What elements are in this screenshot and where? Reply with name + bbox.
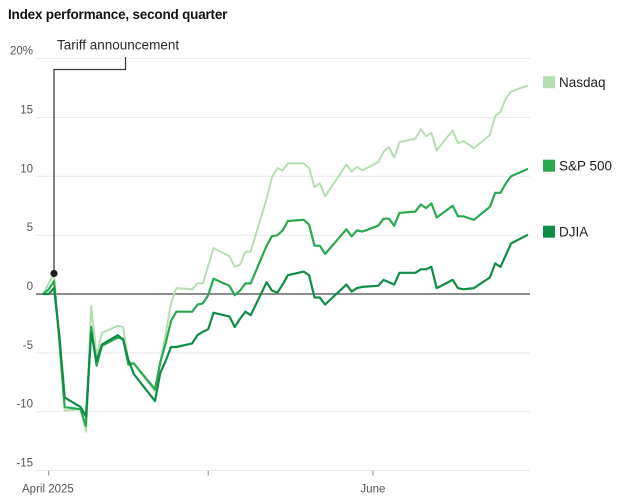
- y-tick-label: 10: [20, 163, 33, 175]
- y-tick-label: -15: [16, 458, 33, 470]
- x-tick-label: June: [360, 484, 385, 496]
- legend-label-nasdaq: Nasdaq: [559, 75, 606, 90]
- chart-title: Index performance, second quarter: [8, 7, 228, 22]
- legend-label-s-p-500: S&P 500: [559, 159, 612, 174]
- gridlines: [36, 58, 530, 471]
- series-line-s-p-500: [42, 168, 529, 427]
- legend-label-djia: DJIA: [559, 225, 588, 240]
- y-tick-label: 0: [27, 281, 33, 293]
- series-line-nasdaq: [42, 84, 529, 433]
- series-lines: [42, 84, 529, 433]
- y-tick-label: 5: [27, 222, 33, 234]
- annotation-label: Tariff announcement: [57, 38, 179, 53]
- y-tick-label: 20%: [10, 46, 33, 58]
- y-tick-label: -5: [23, 340, 33, 352]
- y-axis-labels: 20% 15 10 5 0 -5 -10 -15: [10, 46, 33, 470]
- series-line-djia: [42, 234, 529, 418]
- x-axis: April 2025 June: [22, 470, 385, 496]
- y-tick-label: 15: [20, 105, 33, 117]
- legend-swatch-nasdaq: [543, 76, 555, 89]
- annotation-dot: [50, 269, 58, 278]
- annotation-connector-line: [53, 57, 127, 274]
- legend: Nasdaq S&P 500 DJIA: [543, 75, 612, 240]
- legend-swatch-s-p-500: [543, 159, 555, 172]
- x-tick-label: April 2025: [22, 484, 74, 496]
- legend-swatch-djia: [543, 225, 555, 238]
- annotation: Tariff announcement: [50, 38, 179, 278]
- y-tick-label: -10: [16, 399, 33, 411]
